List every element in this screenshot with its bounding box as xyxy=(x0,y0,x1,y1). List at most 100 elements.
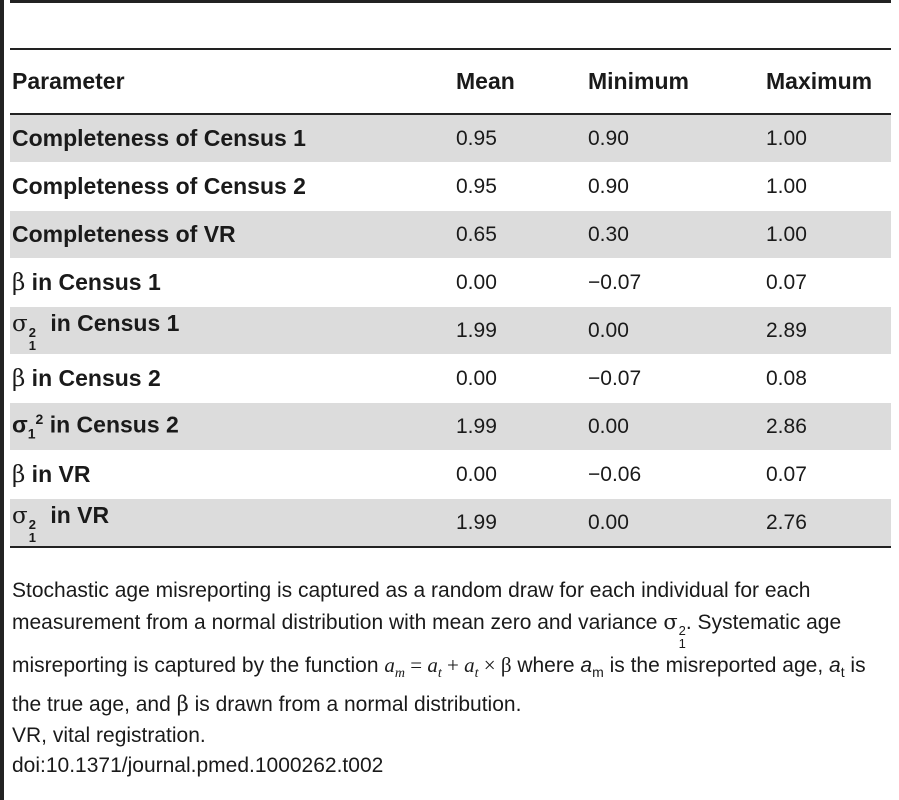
minimum-cell: −0.07 xyxy=(586,354,764,403)
parameter-label: Completeness of Census 1 xyxy=(12,125,306,151)
parameter-table-wrapper: Parameter Mean Minimum Maximum Completen… xyxy=(10,48,891,548)
maximum-cell: 1.00 xyxy=(764,210,891,259)
parameter-cell: Completeness of VR xyxy=(10,210,454,259)
table-row: β in VR 0.00 −0.06 0.07 xyxy=(10,450,891,499)
maximum-cell: 0.07 xyxy=(764,450,891,499)
maximum-cell: 0.07 xyxy=(764,258,891,307)
footnote-text: . Systematic age misreporting is capture… xyxy=(12,610,842,677)
sigma-superscript: 2 xyxy=(28,324,36,340)
minimum-cell: 0.30 xyxy=(586,210,764,259)
mean-cell: 0.00 xyxy=(454,450,586,499)
parameter-label: Completeness of VR xyxy=(12,221,236,247)
footnote-var: a xyxy=(829,653,841,677)
minimum-cell: 0.90 xyxy=(586,162,764,211)
sigma-symbol: σ xyxy=(12,310,28,337)
sigma-subscript: 1 xyxy=(28,337,36,353)
formula-beta: β xyxy=(500,652,512,677)
minimum-cell: −0.07 xyxy=(586,258,764,307)
minimum-cell: 0.00 xyxy=(586,498,764,548)
parameter-label: in Census 2 xyxy=(25,365,161,391)
mean-cell: 1.99 xyxy=(454,306,586,355)
footnote-text: Stochastic age misreporting is captured … xyxy=(12,579,811,634)
header-minimum: Minimum xyxy=(588,68,689,94)
parameter-cell: Completeness of Census 1 xyxy=(10,114,454,163)
formula-op: + xyxy=(441,652,465,677)
sigma-symbol: σ xyxy=(12,502,28,529)
formula-sub: t xyxy=(437,665,442,681)
footnote-text: is the misreported age, xyxy=(603,653,830,677)
footnote-text: is the true age, and xyxy=(12,653,866,717)
maximum-cell: 1.00 xyxy=(764,162,891,211)
beta-symbol: β xyxy=(12,366,26,392)
sigma-symbol: σ xyxy=(663,609,678,634)
beta-symbol: β xyxy=(176,692,189,717)
table-header-row: Parameter Mean Minimum Maximum xyxy=(10,49,891,114)
header-parameter: Parameter xyxy=(12,68,125,94)
sigma-subscript: 1 xyxy=(678,635,686,651)
parameter-label: in Census 1 xyxy=(25,269,161,295)
parameter-label: in VR xyxy=(25,461,91,487)
sigma-subscript: 1 xyxy=(28,529,36,545)
maximum-cell: 0.08 xyxy=(764,354,891,403)
mean-cell: 1.99 xyxy=(454,402,586,451)
minimum-cell: −0.06 xyxy=(586,450,764,499)
mean-cell: 0.00 xyxy=(454,354,586,403)
table-row: Completeness of Census 1 0.95 0.90 1.00 xyxy=(10,114,891,163)
table-row: β in Census 1 0.00 −0.07 0.07 xyxy=(10,258,891,307)
sigma-superscript: 2 xyxy=(35,411,44,428)
minimum-cell: 0.00 xyxy=(586,306,764,355)
table-row: σ12 in Census 2 1.99 0.00 2.86 xyxy=(10,402,891,451)
parameter-cell: β in VR xyxy=(10,450,454,499)
formula-var: a xyxy=(427,652,438,677)
footnote-text: where xyxy=(511,653,581,677)
maximum-cell: 2.89 xyxy=(764,306,891,355)
parameter-label: in Census 2 xyxy=(43,412,179,439)
maximum-cell: 2.76 xyxy=(764,498,891,548)
parameter-cell: β in Census 1 xyxy=(10,258,454,307)
footnote-sub: t xyxy=(840,663,845,680)
minimum-cell: 0.00 xyxy=(586,402,764,451)
footnote-sub: m xyxy=(592,663,604,680)
formula-sub: t xyxy=(474,665,479,681)
parameter-cell: σ12 in Census 2 xyxy=(10,402,454,451)
beta-symbol: β xyxy=(12,462,26,488)
beta-symbol: β xyxy=(12,270,26,296)
sigma-subscript: 1 xyxy=(27,425,36,442)
parameter-label: in VR xyxy=(43,501,110,528)
footnote-text: is drawn from a normal distribution. xyxy=(188,693,522,717)
formula-op: = xyxy=(405,652,428,677)
maximum-cell: 2.86 xyxy=(764,402,891,451)
parameter-cell: β in Census 2 xyxy=(10,354,454,403)
header-mean: Mean xyxy=(456,68,515,94)
formula-var: a xyxy=(384,652,395,677)
mean-cell: 0.65 xyxy=(454,210,586,259)
mean-cell: 1.99 xyxy=(454,498,586,548)
top-rule xyxy=(10,0,891,3)
left-border xyxy=(0,0,4,800)
table-row: Completeness of VR 0.65 0.30 1.00 xyxy=(10,210,891,259)
footnote-description: Stochastic age misreporting is captured … xyxy=(12,576,896,721)
parameter-label: in Census 1 xyxy=(43,309,180,336)
age-formula: am = at + at × β xyxy=(384,652,512,681)
header-maximum: Maximum xyxy=(766,68,873,94)
formula-sub: m xyxy=(394,665,405,681)
table-row: β in Census 2 0.00 −0.07 0.08 xyxy=(10,354,891,403)
sigma-superscript: 2 xyxy=(28,516,36,532)
mean-cell: 0.00 xyxy=(454,258,586,307)
sigma-symbol: σ xyxy=(12,412,28,439)
table-row: Completeness of Census 2 0.95 0.90 1.00 xyxy=(10,162,891,211)
footnote-abbreviation: VR, vital registration. xyxy=(12,723,206,747)
footnote-doi: doi:10.1371/journal.pmed.1000262.t002 xyxy=(12,754,384,778)
sigma-superscript: 2 xyxy=(678,622,686,638)
mean-cell: 0.95 xyxy=(454,162,586,211)
table-footnotes: Stochastic age misreporting is captured … xyxy=(12,576,896,782)
parameter-cell: Completeness of Census 2 xyxy=(10,162,454,211)
